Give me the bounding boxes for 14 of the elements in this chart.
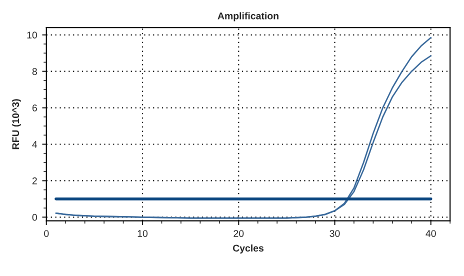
y-tick-label: 0 [32, 214, 37, 221]
x-tick-label: 0 [44, 230, 49, 237]
x-tick-label: 20 [234, 230, 244, 237]
y-tick-label: 4 [32, 141, 38, 148]
y-tick-label: 6 [32, 104, 37, 112]
y-tick-label: 2 [32, 177, 37, 184]
x-tick-label: 10 [138, 230, 148, 237]
x-tick-label: 30 [330, 230, 340, 237]
chart-title: Amplification [218, 12, 278, 22]
y-tick-label: 8 [32, 68, 37, 75]
x-tick-label: 40 [426, 230, 436, 237]
y-axis-title: RFU (10^3) [12, 99, 22, 150]
x-axis-title: Cycles [232, 244, 264, 254]
y-tick-label: 10 [27, 32, 37, 39]
